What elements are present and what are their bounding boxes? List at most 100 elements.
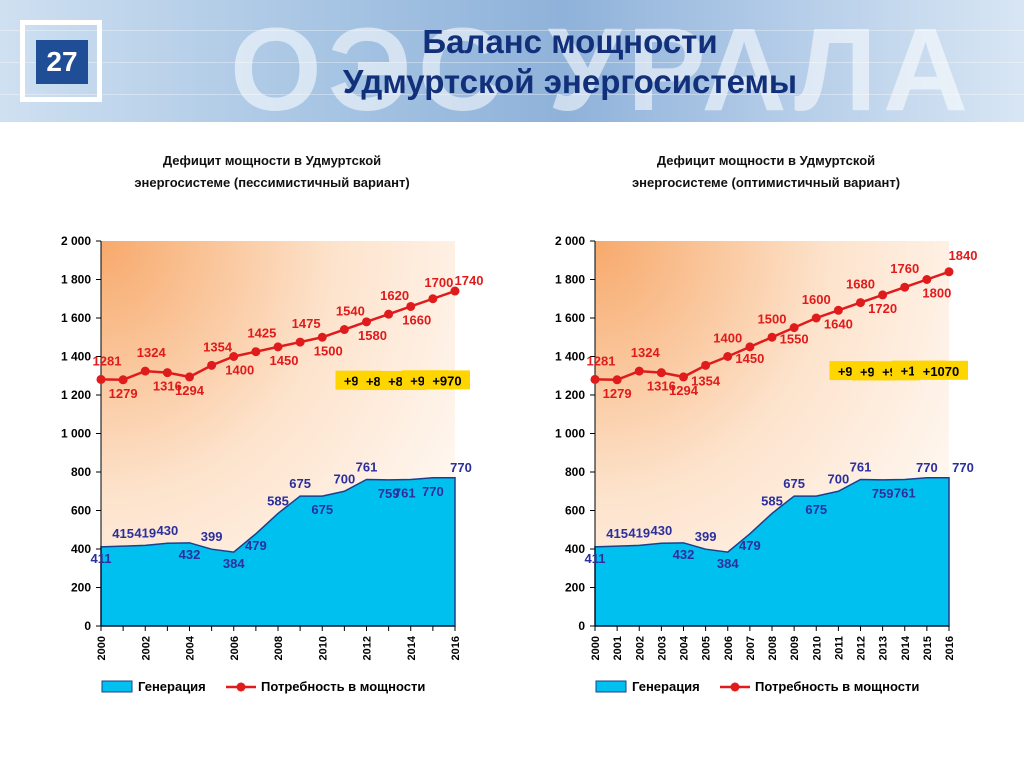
demand-data-label: 1500 [314,343,343,358]
demand-data-label: 1800 [922,286,951,301]
demand-point [723,352,733,361]
generation-data-label: 415 [112,526,134,541]
chart-title-line2: энергосистеме (пессимистичный вариант) [134,175,410,190]
x-tick-label: 2003 [656,636,668,660]
x-tick-label: 2015 [922,636,934,660]
generation-data-label: 419 [628,525,650,540]
y-tick-label: 1 600 [555,311,585,325]
chart-title-optimistic: Дефицит мощности в Удмуртской энергосист… [586,150,946,194]
generation-data-label: 479 [245,538,267,553]
demand-point [251,347,261,357]
generation-data-label: 675 [289,476,311,491]
demand-data-label: 1324 [631,345,661,360]
demand-point [900,282,910,292]
header-stripe [0,94,1024,95]
legend-label-demand: Потребность в мощности [261,679,425,694]
generation-data-label: 759 [378,486,400,501]
slide-number: 27 [36,40,88,84]
generation-data-label: 399 [695,529,717,544]
ops-urala-logo: ОЭС УРАЛА [230,4,975,122]
demand-point [878,290,888,300]
x-tick-label: 2001 [612,636,624,660]
demand-data-label: 1640 [824,316,853,331]
chart-title-pessimistic: Дефицит мощности в Удмуртской энергосист… [92,150,452,194]
x-tick-label: 2010 [317,636,329,660]
demand-data-label: 1540 [336,304,365,319]
demand-point [384,309,394,319]
generation-data-label: 432 [179,547,201,562]
demand-data-label: 1279 [109,386,138,401]
generation-data-label: 432 [673,547,695,562]
y-tick-label: 400 [71,542,91,556]
y-tick-label: 1 800 [61,273,91,287]
legend-label-demand: Потребность в мощности [755,679,919,694]
x-tick-label: 2014 [406,635,418,660]
generation-data-label: 430 [157,523,179,538]
generation-data-label: 770 [916,460,938,475]
demand-point [590,374,600,384]
legend-swatch-generation [101,680,133,693]
x-tick-label: 2006 [723,636,735,660]
x-tick-label: 2006 [229,636,241,660]
x-tick-label: 2010 [811,636,823,660]
generation-data-label: 399 [201,529,223,544]
demand-point [140,366,150,376]
generation-data-label: 761 [850,460,872,475]
generation-area [100,477,456,627]
demand-data-label: 1354 [691,373,721,388]
demand-data-label: 1550 [780,332,809,347]
generation-data-label: 430 [651,523,673,538]
chart-optimistic: 0 200 400 600 800 1 000 1 200 1 400 1 600 1 800 2 … [555,234,977,694]
y-tick-label: 1 200 [555,388,585,402]
generation-data-label: 411 [91,551,112,566]
demand-point [96,374,106,384]
demand-point [185,372,194,382]
demand-point [679,372,688,382]
demand-point [745,342,755,352]
y-tick-label: 1 000 [61,427,91,441]
demand-data-label: 1600 [802,292,831,307]
slide-title: Баланс мощности Удмуртской энергосистемы [280,22,860,102]
demand-data-label: 1400 [225,363,254,378]
generation-data-label: 415 [606,526,628,541]
demand-point [162,368,172,378]
y-tick-label: 200 [565,581,585,595]
demand-point [767,332,777,342]
demand-data-label: 1281 [93,353,122,368]
demand-data-label: 1354 [203,339,233,354]
x-tick-label: 2012 [856,636,868,660]
demand-point [634,366,644,376]
legend-marker-demand [236,682,246,692]
deficit-badge [914,360,968,380]
demand-point [118,375,128,385]
demand-data-label: 1680 [846,277,875,292]
chart-pessimistic: 0 200 400 600 800 1 000 1 200 1 400 1 600 1 800 2 … [61,234,483,694]
x-tick-label: 2004 [185,635,197,660]
y-tick-label: 2 000 [555,234,585,248]
demand-point [612,375,622,385]
generation-data-label: 770 [952,460,974,475]
generation-area [594,477,950,627]
y-tick-label: 2 000 [61,234,91,248]
generation-data-label: 700 [334,471,356,486]
y-tick-label: 0 [84,619,91,633]
x-tick-label: 2000 [96,636,108,660]
legend-swatch-generation [595,680,627,693]
generation-data-label: 700 [828,471,850,486]
x-tick-label: 2016 [450,636,462,660]
chart-title-line1: Дефицит мощности в Удмуртской [162,153,382,168]
y-tick-label: 1 200 [61,388,91,402]
generation-data-label: 770 [450,460,472,475]
legend-marker-demand [730,682,740,692]
y-tick-label: 800 [71,465,91,479]
generation-data-label: 759 [872,486,894,501]
generation-data-label: 384 [717,556,739,571]
generation-data-label: 770 [422,484,444,499]
demand-data-label: 1720 [868,301,897,316]
demand-data-label: 1294 [669,383,699,398]
y-tick-label: 1 800 [555,273,585,287]
x-tick-label: 2013 [878,636,890,660]
demand-data-label: 1450 [270,353,299,368]
demand-point [317,332,327,342]
demand-data-label: 1324 [137,345,167,360]
